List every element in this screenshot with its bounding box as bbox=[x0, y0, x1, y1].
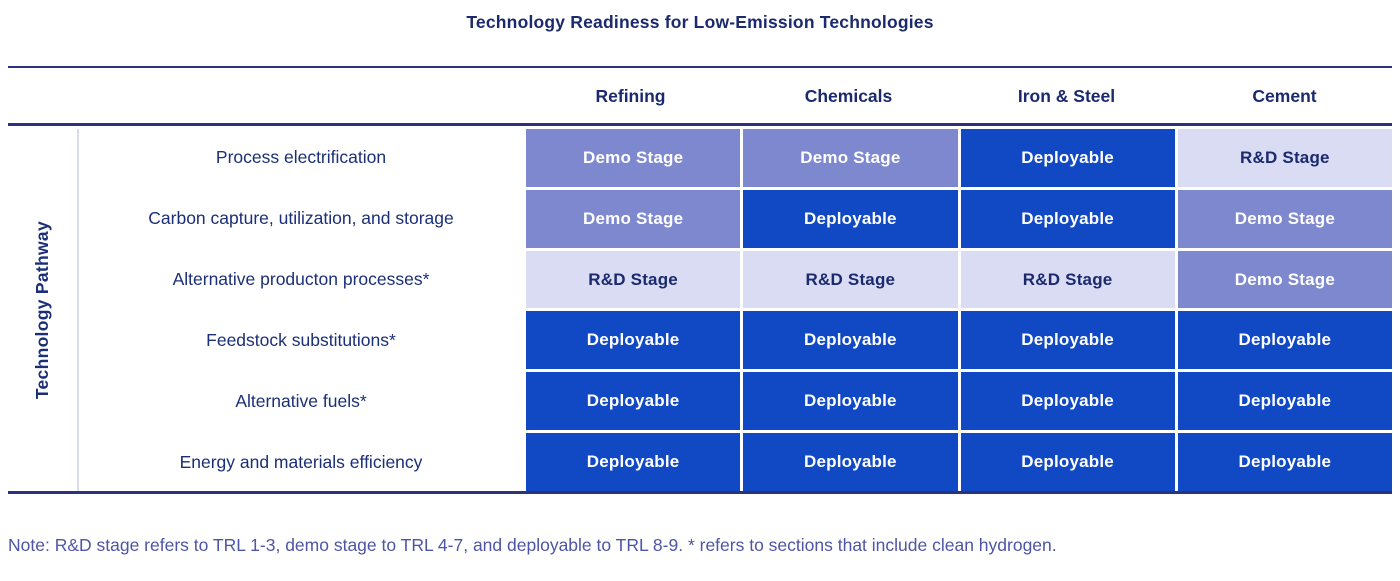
readiness-cell: Demo Stage bbox=[526, 189, 741, 248]
table-row: Alternative fuels* Deployable Deployable… bbox=[79, 372, 1392, 431]
column-header-chemicals: Chemicals bbox=[804, 86, 893, 106]
column-header-row: Refining Chemicals Iron & Steel Cement bbox=[523, 86, 1392, 107]
table-row: Alternative producton processes* R&D Sta… bbox=[79, 250, 1392, 309]
row-label-carbon-capture: Carbon capture, utilization, and storage bbox=[79, 189, 523, 248]
readiness-cell: Deployable bbox=[1177, 372, 1392, 431]
bottom-rule bbox=[8, 491, 1392, 494]
readiness-cell: R&D Stage bbox=[1177, 129, 1392, 187]
readiness-cell: Demo Stage bbox=[743, 129, 958, 187]
chart-title: Technology Readiness for Low-Emission Te… bbox=[466, 12, 934, 32]
readiness-cell: R&D Stage bbox=[526, 250, 741, 309]
readiness-cell: Deployable bbox=[743, 311, 958, 370]
row-label-energy-materials-efficiency: Energy and materials efficiency bbox=[79, 433, 523, 491]
footnote: Note: R&D stage refers to TRL 1-3, demo … bbox=[8, 535, 1057, 555]
top-rule bbox=[8, 66, 1392, 68]
column-header-iron-steel: Iron & Steel bbox=[1017, 86, 1116, 106]
row-label-feedstock-substitutions: Feedstock substitutions* bbox=[79, 311, 523, 370]
readiness-cell: Deployable bbox=[526, 311, 741, 370]
readiness-cell: Deployable bbox=[960, 189, 1175, 248]
table-row: Carbon capture, utilization, and storage… bbox=[79, 189, 1392, 248]
row-label-process-electrification: Process electrification bbox=[79, 129, 523, 187]
y-axis-column: Technology Pathway bbox=[8, 129, 79, 491]
readiness-cell: Demo Stage bbox=[526, 129, 741, 187]
readiness-cell: Deployable bbox=[960, 129, 1175, 187]
pathway-rows: Process electrification Demo Stage Demo … bbox=[79, 129, 1392, 491]
readiness-cell: Deployable bbox=[743, 433, 958, 491]
readiness-cell: Deployable bbox=[960, 311, 1175, 370]
table-row: Feedstock substitutions* Deployable Depl… bbox=[79, 311, 1392, 370]
readiness-cell: Deployable bbox=[743, 189, 958, 248]
row-label-alternative-production: Alternative producton processes* bbox=[79, 250, 523, 309]
y-axis-label: Technology Pathway bbox=[32, 220, 52, 400]
readiness-cell: Deployable bbox=[960, 433, 1175, 491]
readiness-cell: Deployable bbox=[960, 372, 1175, 431]
readiness-cell: Deployable bbox=[1177, 311, 1392, 370]
readiness-cell: Demo Stage bbox=[1177, 250, 1392, 309]
readiness-cell: Deployable bbox=[526, 433, 741, 491]
readiness-cell: Deployable bbox=[526, 372, 741, 431]
readiness-cell: R&D Stage bbox=[960, 250, 1175, 309]
column-header-refining: Refining bbox=[595, 86, 666, 106]
column-header-cement: Cement bbox=[1252, 86, 1317, 106]
heatmap-body: Technology Pathway Process electrificati… bbox=[8, 129, 1392, 491]
readiness-cell: Deployable bbox=[1177, 433, 1392, 491]
header-separator-rule bbox=[8, 123, 1392, 126]
table-row: Process electrification Demo Stage Demo … bbox=[79, 129, 1392, 187]
table-row: Energy and materials efficiency Deployab… bbox=[79, 433, 1392, 491]
readiness-cell: Deployable bbox=[743, 372, 958, 431]
readiness-cell: Demo Stage bbox=[1177, 189, 1392, 248]
row-label-alternative-fuels: Alternative fuels* bbox=[79, 372, 523, 431]
readiness-cell: R&D Stage bbox=[743, 250, 958, 309]
